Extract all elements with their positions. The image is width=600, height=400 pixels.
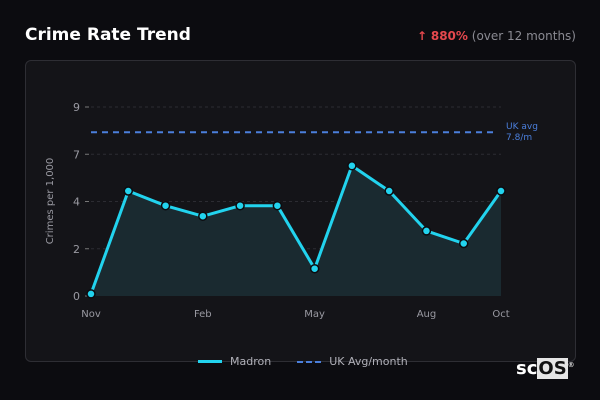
legend-swatch-dashed [297, 360, 322, 363]
legend-swatch-solid [198, 360, 222, 363]
trend-period: (over 12 months) [471, 29, 576, 43]
data-point [384, 186, 394, 196]
y-tick-label: 4 [73, 196, 80, 209]
reference-value-label: 7.8/m [506, 133, 532, 143]
data-point [309, 263, 320, 274]
reference-label: UK avg [506, 122, 538, 132]
y-axis-label: Crimes per 1,000 [45, 158, 56, 245]
legend: Madron UK Avg/month [198, 355, 408, 368]
y-tick-label: 2 [73, 243, 80, 256]
data-point [235, 200, 245, 211]
data-point [496, 186, 506, 196]
legend-label: Madron [230, 355, 272, 368]
x-tick-label: Oct [492, 309, 509, 320]
data-point [458, 238, 469, 249]
data-point [123, 186, 134, 196]
legend-label: UK Avg/month [329, 355, 408, 368]
trend-arrow-icon: ↑ [416, 29, 428, 43]
data-point [347, 161, 357, 171]
data-point [421, 226, 432, 236]
legend-item-madron[interactable]: Madron [198, 355, 271, 368]
trend-change: ↑ 880% (over 12 months) [417, 29, 576, 43]
data-point [272, 200, 283, 211]
x-tick-label: Aug [417, 309, 437, 320]
y-tick-label: 9 [73, 101, 80, 114]
data-point [160, 200, 171, 211]
x-tick-label: Nov [81, 309, 101, 320]
data-point [198, 211, 208, 221]
scos-logo: scOS® [516, 358, 575, 379]
legend-item-uk-avg[interactable]: UK Avg/month [297, 355, 408, 368]
series-area [91, 165, 501, 296]
y-tick-label: 7 [73, 148, 80, 161]
x-tick-label: May [304, 309, 325, 320]
x-tick-label: Feb [194, 309, 212, 320]
data-point [86, 289, 96, 299]
chart-card [25, 60, 576, 362]
trend-percent: 880% [430, 29, 468, 43]
series-line-madron [89, 164, 503, 295]
chart-title: Crime Rate Trend [25, 25, 191, 45]
y-tick-label: 0 [73, 290, 80, 303]
